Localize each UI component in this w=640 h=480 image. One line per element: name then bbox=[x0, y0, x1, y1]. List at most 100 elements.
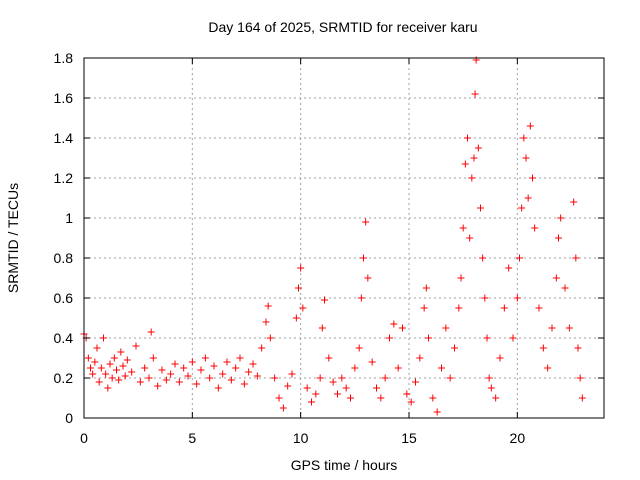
data-point bbox=[548, 324, 556, 332]
data-point bbox=[175, 378, 183, 386]
data-point bbox=[262, 318, 270, 326]
data-point bbox=[223, 358, 231, 366]
data-point bbox=[249, 360, 257, 368]
data-point bbox=[552, 274, 560, 282]
data-point bbox=[351, 364, 359, 372]
data-point bbox=[121, 372, 129, 380]
data-point bbox=[516, 254, 523, 262]
data-point bbox=[245, 368, 253, 376]
data-point bbox=[227, 376, 235, 384]
data-point bbox=[403, 390, 411, 398]
data-point bbox=[271, 374, 279, 382]
data-point bbox=[158, 366, 166, 374]
data-point bbox=[91, 358, 99, 366]
data-point bbox=[342, 384, 350, 392]
data-points bbox=[80, 56, 586, 416]
data-point bbox=[513, 294, 521, 302]
plot-frame bbox=[83, 57, 605, 419]
data-point bbox=[518, 204, 526, 212]
data-point bbox=[318, 324, 326, 332]
data-point bbox=[288, 370, 296, 378]
data-point bbox=[492, 394, 500, 402]
data-point bbox=[433, 408, 441, 416]
y-tick-labels: 0 0.2 0.4 0.6 0.8 1 1.2 1.4 1.6 1.8 bbox=[54, 50, 74, 426]
data-point bbox=[407, 398, 415, 406]
data-point bbox=[470, 154, 478, 162]
data-point bbox=[565, 324, 573, 332]
data-point bbox=[429, 394, 437, 402]
data-point bbox=[347, 394, 354, 402]
data-point bbox=[266, 334, 274, 342]
y-tick-label: 0.2 bbox=[54, 370, 74, 386]
data-point bbox=[264, 302, 272, 310]
y-tick-label: 1 bbox=[65, 210, 73, 226]
data-point bbox=[390, 320, 398, 328]
data-point bbox=[386, 334, 393, 342]
x-tick-labels: 0 5 10 15 20 bbox=[80, 430, 525, 446]
data-point bbox=[544, 364, 552, 372]
data-point bbox=[455, 304, 463, 312]
data-point bbox=[197, 366, 205, 374]
data-point bbox=[464, 134, 471, 142]
data-point bbox=[136, 378, 144, 386]
data-point bbox=[479, 254, 487, 262]
data-point bbox=[570, 198, 578, 206]
data-point bbox=[292, 314, 300, 322]
data-point bbox=[555, 234, 562, 242]
data-point bbox=[451, 344, 458, 352]
data-point bbox=[184, 372, 192, 380]
data-point bbox=[113, 366, 120, 374]
data-point bbox=[102, 370, 110, 378]
data-point bbox=[232, 364, 240, 372]
data-point bbox=[206, 374, 214, 382]
data-point bbox=[180, 364, 188, 372]
y-tick-label: 1.8 bbox=[54, 50, 74, 66]
data-point bbox=[110, 354, 118, 362]
data-point bbox=[477, 204, 484, 212]
data-point bbox=[362, 218, 370, 226]
y-tick-label: 0 bbox=[65, 410, 73, 426]
data-point bbox=[539, 344, 547, 352]
data-point bbox=[526, 122, 534, 130]
data-point bbox=[93, 344, 101, 352]
data-point bbox=[576, 374, 584, 382]
data-point bbox=[522, 154, 530, 162]
axis-ticks bbox=[83, 57, 604, 419]
data-point bbox=[141, 364, 149, 372]
x-tick-label: 10 bbox=[293, 430, 309, 446]
y-tick-label: 1.2 bbox=[54, 170, 74, 186]
data-point bbox=[442, 324, 450, 332]
data-point bbox=[496, 354, 504, 362]
data-point bbox=[87, 364, 94, 372]
data-point bbox=[321, 296, 328, 304]
data-point bbox=[481, 294, 489, 302]
data-point bbox=[236, 354, 244, 362]
data-point bbox=[162, 376, 170, 384]
data-point bbox=[97, 364, 105, 372]
y-tick-label: 1.6 bbox=[54, 90, 74, 106]
data-point bbox=[485, 374, 493, 382]
data-point bbox=[474, 144, 482, 152]
data-point bbox=[334, 390, 341, 398]
data-point bbox=[505, 264, 513, 272]
data-point bbox=[145, 374, 153, 382]
data-point bbox=[167, 370, 175, 378]
data-point bbox=[325, 354, 333, 362]
y-tick-label: 1.4 bbox=[54, 130, 74, 146]
data-point bbox=[360, 254, 367, 262]
data-point bbox=[100, 334, 107, 342]
data-point bbox=[258, 344, 266, 352]
data-point bbox=[535, 304, 543, 312]
data-point bbox=[89, 370, 97, 378]
data-point bbox=[210, 362, 218, 370]
data-point bbox=[357, 294, 365, 302]
data-point bbox=[377, 394, 385, 402]
data-point bbox=[132, 342, 140, 350]
data-point bbox=[106, 360, 114, 368]
data-point bbox=[188, 358, 196, 366]
data-point bbox=[394, 364, 402, 372]
data-point bbox=[95, 378, 103, 386]
data-point bbox=[425, 334, 432, 342]
data-point bbox=[119, 362, 127, 370]
data-point bbox=[316, 374, 324, 382]
